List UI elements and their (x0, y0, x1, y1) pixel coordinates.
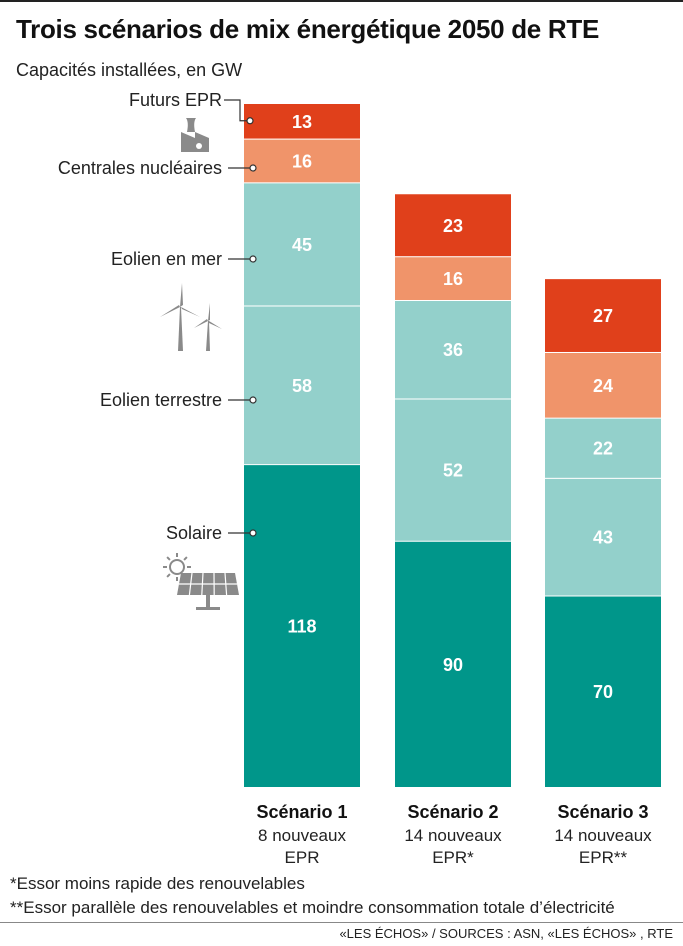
category-label-3: Scénario 3 (557, 802, 648, 822)
category-label-1: Scénario 1 (256, 802, 347, 822)
bar-centrales-nucleaires-1 (244, 138, 360, 183)
solar-sun-ray-8 (183, 556, 188, 561)
legend-label-eolien-terrestre: Eolien terrestre (100, 390, 222, 410)
data-label-eolien-en-mer-3: 22 (593, 439, 613, 459)
data-label-eolien-terrestre-2: 52 (443, 461, 463, 481)
bar-centrales-nucleaires-2 (395, 256, 511, 300)
chart-subtitle: Capacités installées, en GW (16, 60, 243, 80)
nuclear-plant-body (181, 132, 209, 152)
legend-dot-eolien-terrestre (249, 396, 257, 404)
wind-turbine-blade-1c (181, 307, 200, 317)
data-label-centrales-nucleaires-2: 16 (443, 269, 463, 289)
bar-eolien-en-mer-3 (545, 417, 661, 478)
solar-sun-ray-6 (166, 556, 171, 561)
category-sublabel-3-2: EPR** (579, 848, 628, 867)
legend-label-futurs-epr: Futurs EPR (129, 90, 222, 110)
data-label-eolien-en-mer-2: 36 (443, 340, 463, 360)
data-label-eolien-terrestre-1: 58 (292, 376, 312, 396)
solar-sun (169, 559, 185, 575)
legend-dot-futurs-epr (246, 117, 254, 125)
wind-turbine-mast-2 (206, 321, 210, 351)
data-label-solaire-3: 70 (593, 682, 613, 702)
data-label-centrales-nucleaires-1: 16 (292, 151, 312, 171)
bar-eolien-terrestre-3 (545, 477, 661, 596)
data-label-eolien-terrestre-3: 43 (593, 528, 613, 548)
legend-leader-futurs-epr (224, 99, 250, 122)
chart-title: Trois scénarios de mix énergétique 2050 … (16, 14, 599, 44)
footnote-2: **Essor parallèle des renouvelables et m… (10, 898, 615, 917)
bar-futurs-epr-3 (545, 278, 661, 352)
solar-panel-base (196, 607, 220, 610)
legend-label-centrales-nucleaires: Centrales nucléaires (58, 158, 222, 178)
solar-sun-ray-4 (166, 573, 171, 578)
wind-turbine-mast-1 (178, 307, 183, 351)
category-sublabel-2-1: 14 nouveaux (404, 826, 502, 845)
data-label-eolien-en-mer-1: 45 (292, 235, 312, 255)
legend-label-solaire: Solaire (166, 523, 222, 543)
legend-dot-eolien-en-mer (249, 255, 257, 263)
wind-turbine-blade-2a (208, 303, 210, 321)
bar-futurs-epr-2 (395, 193, 511, 257)
wind-turbine-icon (160, 283, 222, 351)
category-sublabel-2-2: EPR* (432, 848, 474, 867)
category-sublabel-3-1: 14 nouveaux (554, 826, 652, 845)
data-label-futurs-epr-3: 27 (593, 306, 613, 326)
wind-turbine-blade-1a (180, 283, 183, 307)
nuclear-plant-tower (186, 118, 196, 132)
data-label-futurs-epr-1: 13 (292, 112, 312, 132)
bar-solaire-3 (545, 595, 661, 787)
source-credit: «LES ÉCHOS» / SOURCES : ASN, «LES ÉCHOS»… (339, 926, 673, 941)
bar-solaire-1 (244, 464, 360, 787)
bar-futurs-epr-1 (244, 103, 360, 139)
data-label-solaire-2: 90 (443, 655, 463, 675)
bar-eolien-en-mer-1 (244, 182, 360, 306)
wind-turbine-blade-2b (194, 319, 208, 328)
nuclear-plant-symbol (196, 143, 202, 149)
category-label-2: Scénario 2 (407, 802, 498, 822)
bar-eolien-terrestre-2 (395, 398, 511, 541)
bar-centrales-nucleaires-3 (545, 351, 661, 418)
bottom-rule (0, 922, 683, 923)
data-label-centrales-nucleaires-3: 24 (593, 376, 613, 396)
solar-panel-icon (163, 553, 239, 610)
wind-turbine-blade-2c (209, 321, 222, 329)
nuclear-plant-icon (181, 118, 209, 152)
data-label-solaire-1: 118 (287, 617, 316, 637)
legend-label-eolien-en-mer: Eolien en mer (111, 249, 222, 269)
data-label-futurs-epr-2: 23 (443, 216, 463, 236)
wind-turbine-blade-1b (160, 305, 180, 317)
legend-dot-centrales-nucleaires (249, 164, 257, 172)
stacked-bar-chart: 118 58 45 16 13 Scénario 1 8 nouveaux EPR 90 52 36… (58, 90, 661, 867)
category-sublabel-1-1: 8 nouveaux (258, 826, 346, 845)
bar-eolien-terrestre-1 (244, 305, 360, 465)
top-rule (0, 0, 683, 2)
bar-eolien-en-mer-2 (395, 299, 511, 399)
category-sublabel-1-2: EPR (285, 848, 320, 867)
bar-solaire-2 (395, 540, 511, 787)
footnote-1: *Essor moins rapide des renouvelables (10, 874, 305, 893)
legend-dot-solaire (249, 529, 257, 537)
solar-panel-stand (206, 595, 210, 607)
